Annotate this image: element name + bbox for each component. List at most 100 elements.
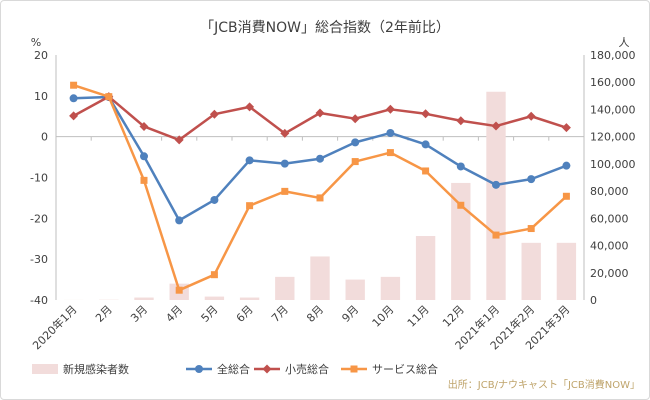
point bbox=[315, 108, 325, 118]
point bbox=[491, 121, 501, 131]
y-right-unit: 人 bbox=[619, 36, 630, 49]
point bbox=[245, 156, 254, 165]
bar bbox=[521, 242, 541, 300]
point bbox=[195, 365, 203, 373]
point bbox=[527, 225, 535, 233]
series-diamond bbox=[69, 92, 571, 145]
point bbox=[527, 175, 536, 184]
point bbox=[69, 94, 78, 103]
x-tick-label: 9月 bbox=[339, 303, 361, 325]
point bbox=[280, 128, 290, 138]
legend: 新規感染者数 全総合 小売総合 サービス総合 bbox=[32, 362, 438, 376]
point bbox=[561, 123, 571, 133]
point bbox=[562, 192, 570, 200]
y-right-tick-label: 160,000 bbox=[590, 76, 636, 89]
point bbox=[280, 159, 289, 168]
point bbox=[492, 180, 500, 189]
x-tick-label: 2月 bbox=[93, 303, 115, 325]
source-note: 出所：JCB/ナウキャスト「JCB消費NOW」 bbox=[448, 378, 640, 391]
y-left-tick-label: 0 bbox=[41, 131, 48, 144]
point bbox=[456, 116, 466, 126]
x-tick-label: 8月 bbox=[304, 303, 326, 325]
point bbox=[316, 154, 324, 163]
x-tick-label: 12月 bbox=[440, 303, 467, 330]
bar bbox=[345, 279, 365, 300]
x-tick-label: 3月 bbox=[128, 303, 150, 325]
point bbox=[385, 104, 395, 114]
legend-item: サービス総合 bbox=[341, 362, 438, 376]
y-right-tick-label: 120,000 bbox=[590, 131, 636, 144]
bar bbox=[415, 236, 436, 300]
y-right-tick-label: 0 bbox=[590, 294, 597, 307]
point bbox=[175, 216, 184, 225]
y-right-tick-label: 180,000 bbox=[590, 49, 636, 62]
x-tick-label: 4月 bbox=[163, 303, 185, 325]
point bbox=[139, 121, 149, 131]
axes bbox=[55, 55, 585, 300]
legend-label: サービス総合 bbox=[372, 362, 438, 376]
x-tick-label: 7月 bbox=[269, 303, 291, 325]
bar bbox=[310, 256, 330, 300]
y-left-tick-label: -10 bbox=[30, 172, 48, 185]
legend-label: 新規感染者数 bbox=[63, 362, 129, 376]
point bbox=[316, 194, 324, 202]
legend-item: 新規感染者数 bbox=[32, 362, 129, 376]
y-left-tick-label: -30 bbox=[30, 253, 48, 266]
y-right-tick-labels: 180,000 160,000 140,000 120,000 100,000 80,00… bbox=[590, 49, 636, 307]
y-left-unit: % bbox=[31, 36, 41, 49]
y-left-tick-label: -40 bbox=[30, 294, 48, 307]
y-left-tick-label: -20 bbox=[30, 212, 48, 225]
point bbox=[351, 138, 360, 147]
point bbox=[457, 201, 465, 209]
point bbox=[209, 109, 219, 119]
x-tick-label: 10月 bbox=[370, 303, 397, 330]
point bbox=[421, 140, 430, 149]
point bbox=[456, 162, 465, 171]
x-tick-label: 6月 bbox=[234, 303, 256, 325]
legend-label: 小売総合 bbox=[285, 362, 329, 376]
point bbox=[140, 152, 148, 161]
point bbox=[69, 111, 79, 121]
point bbox=[562, 161, 571, 170]
bar bbox=[275, 276, 295, 300]
point bbox=[350, 114, 360, 124]
chart-title: 「JCB消費NOW」総合指数（2年前比） bbox=[200, 19, 450, 36]
point bbox=[421, 109, 431, 119]
point bbox=[386, 128, 395, 137]
x-tick-label: 5月 bbox=[199, 303, 221, 325]
point bbox=[492, 231, 500, 239]
bar bbox=[380, 276, 401, 300]
point bbox=[175, 286, 183, 294]
y-right-tick-label: 80,000 bbox=[590, 185, 629, 198]
bar bbox=[556, 242, 577, 300]
bar bbox=[204, 296, 225, 300]
point bbox=[174, 135, 184, 145]
point bbox=[386, 149, 394, 157]
point bbox=[140, 176, 148, 184]
y-right-tick-label: 40,000 bbox=[590, 240, 629, 253]
x-tick-label: 2020年1月 bbox=[30, 302, 80, 352]
y-right-tick-label: 100,000 bbox=[590, 158, 636, 171]
point bbox=[210, 271, 218, 279]
legend-item: 全総合 bbox=[186, 362, 250, 376]
bar bbox=[451, 182, 471, 300]
point bbox=[105, 93, 113, 101]
series-square bbox=[70, 81, 570, 294]
point bbox=[70, 81, 78, 89]
y-right-tick-label: 60,000 bbox=[590, 212, 629, 225]
bar bbox=[134, 297, 154, 300]
point bbox=[350, 365, 358, 373]
point bbox=[246, 202, 254, 210]
legend-item: 小売総合 bbox=[254, 362, 329, 376]
point bbox=[210, 195, 219, 204]
line-series bbox=[69, 81, 571, 294]
bar bbox=[486, 91, 506, 300]
point bbox=[245, 102, 255, 112]
bar bbox=[239, 297, 260, 300]
x-tick-labels: 2020年1月 2月 3月 4月 5月 6月 7月 8月 9月 10月 11月 12月2021年1月2… bbox=[30, 302, 573, 352]
point bbox=[262, 364, 272, 374]
legend-label: 全総合 bbox=[217, 362, 250, 376]
point bbox=[422, 167, 430, 175]
